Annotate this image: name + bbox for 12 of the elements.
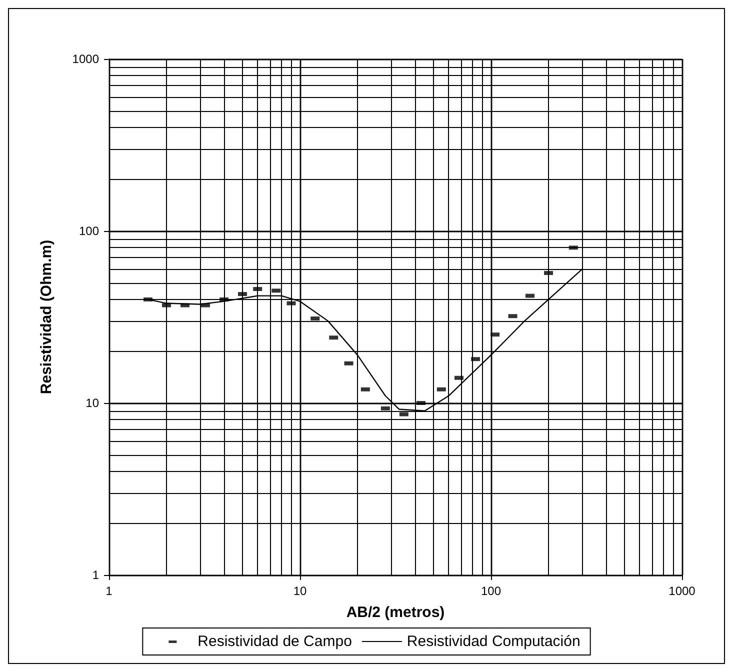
y-axis-title: Resistividad (Ohm.m) [38,240,55,394]
x-tick-label: 100 [480,584,502,598]
x-tick-label: 1 [106,584,113,598]
x-axis-title: AB/2 (metros) [346,604,445,621]
y-tick-label: 1000 [72,52,100,66]
x-tick-label: 1000 [668,584,696,598]
legend-label: Resistividad de Campo [198,633,352,650]
y-tick-label: 1 [92,568,100,582]
y-tick-label: 100 [78,224,100,238]
x-tick-label: 10 [293,584,307,598]
legend-label: Resistividad Computación [406,633,580,650]
y-tick-label: 10 [86,396,100,410]
